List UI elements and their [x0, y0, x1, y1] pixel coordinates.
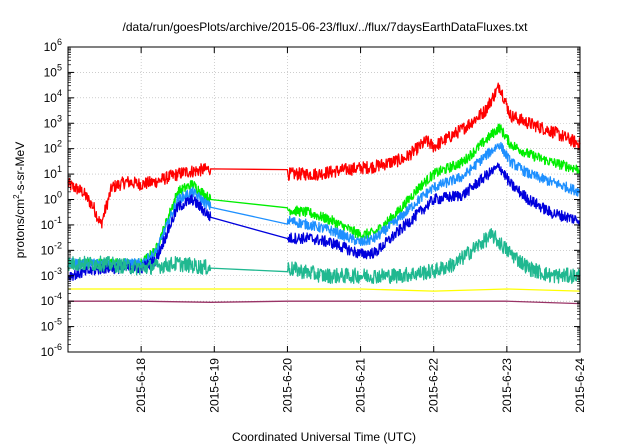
- y-tick-label: 102: [44, 139, 62, 156]
- grid: [68, 46, 581, 353]
- y-tick-label: 106: [44, 37, 62, 54]
- y-tick-label: 10-4: [41, 291, 62, 308]
- series-line-6: [68, 300, 581, 305]
- x-tick-label: 2015-6-22: [427, 358, 441, 413]
- y-tick-label: 100: [44, 190, 62, 207]
- y-tick-label: 105: [44, 62, 62, 79]
- y-axis-label-unit: protons/cm: [13, 199, 27, 258]
- y-axis-label: protons/cm2-s-sr-MeV: [12, 142, 27, 258]
- series-line-0: [67, 82, 581, 229]
- y-tick-label: 10-2: [41, 240, 62, 257]
- series-group: [67, 82, 581, 305]
- y-axis-label-superscript: 2: [12, 194, 21, 199]
- y-axis-label-rest: -s-sr-MeV: [13, 142, 27, 195]
- y-tick-label: 10-5: [41, 317, 62, 334]
- x-tick-label: 2015-6-23: [500, 358, 514, 413]
- x-tick-label: 2015-6-20: [280, 358, 294, 413]
- y-tick-label: 103: [44, 113, 62, 130]
- x-tick-label: 2015-6-18: [134, 358, 148, 413]
- y-tick-label: 10-6: [41, 342, 62, 359]
- axis-ticks: 10-6 10-5 10-4 10-3 10-2 10-1 100 101 102 103 104 1…: [41, 37, 587, 413]
- y-tick-label: 104: [44, 88, 62, 105]
- y-tick-label: 10-3: [41, 266, 62, 283]
- series-line-4: [67, 228, 581, 285]
- y-tick-label: 10-1: [41, 215, 62, 232]
- series-line-5: [68, 288, 581, 292]
- x-tick-label: 2015-6-24: [573, 358, 587, 413]
- x-tick-label: 2015-6-19: [207, 358, 221, 413]
- chart-title: /data/run/goesPlots/archive/2015-06-23/f…: [123, 20, 529, 34]
- x-axis-label: Coordinated Universal Time (UTC): [232, 430, 416, 444]
- series-line-2: [67, 141, 581, 270]
- x-tick-label: 2015-6-21: [354, 358, 368, 413]
- y-tick-label: 101: [44, 164, 62, 181]
